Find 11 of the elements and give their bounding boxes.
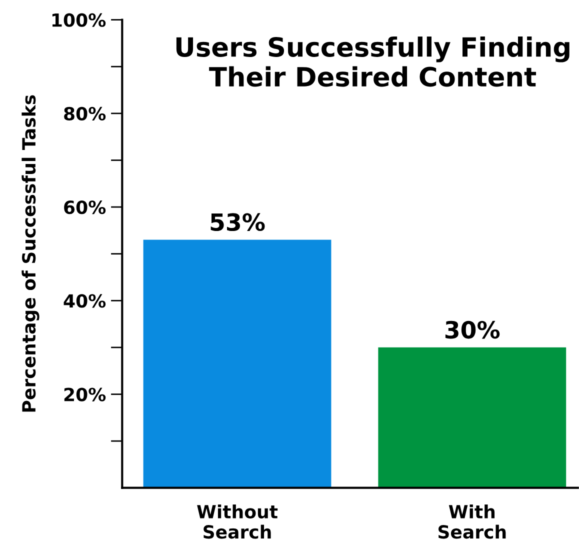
y-tick-label: 60%	[64, 200, 106, 214]
y-tick-label: 20%	[64, 388, 106, 402]
y-tick-label: 40%	[64, 294, 106, 308]
data-label: 30%	[445, 320, 500, 339]
x-tick-label: With Search	[438, 504, 506, 539]
data-label: 53%	[210, 213, 265, 232]
y-axis-title: Percentage of Successful Tasks	[22, 95, 40, 412]
y-tick-label: 100%	[52, 13, 106, 27]
text: Users Successfully Finding Their Desired Content	[176, 36, 570, 87]
x-tick-label: Without Search	[197, 504, 278, 539]
y-tick-label: 80%	[64, 106, 106, 121]
